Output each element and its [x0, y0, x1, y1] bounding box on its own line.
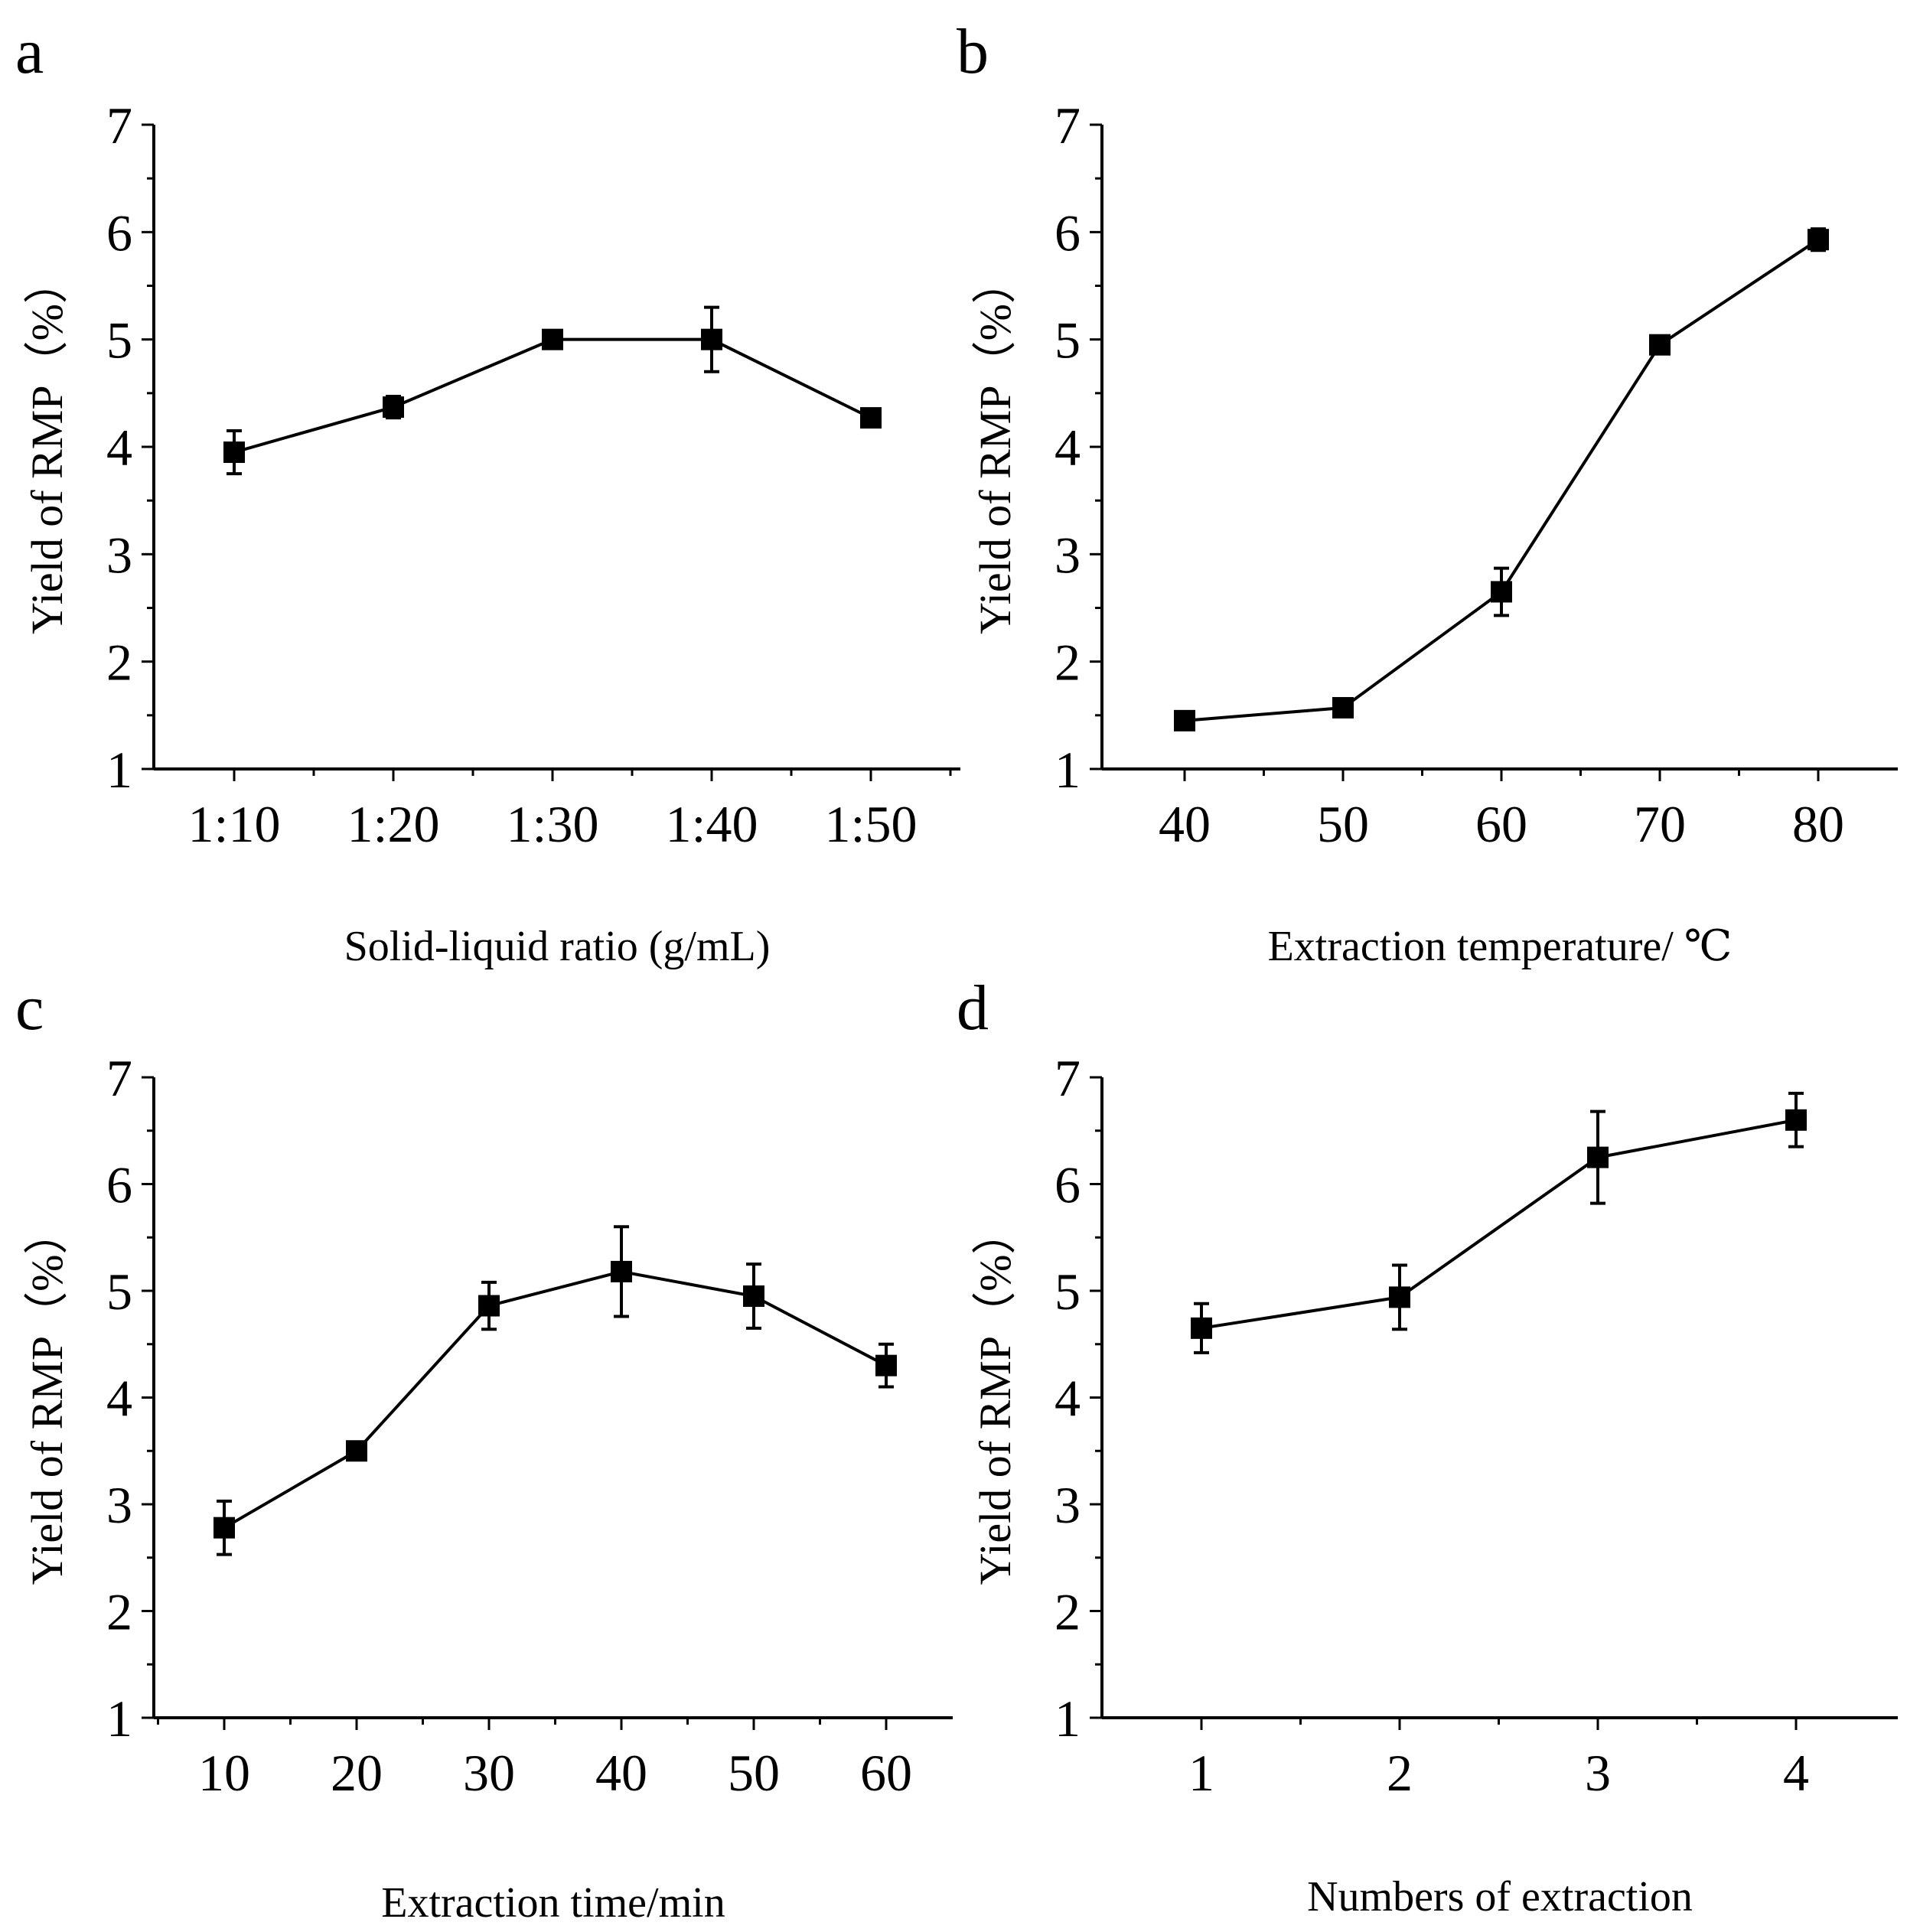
y-tick-label: 4 [106, 419, 132, 477]
data-point [478, 1295, 500, 1317]
x-tick-label: 60 [1475, 795, 1527, 853]
series-line [223, 1269, 887, 1530]
y-tick-label: 3 [106, 1476, 132, 1534]
y-tick-label: 2 [106, 1583, 132, 1641]
y-tick-label: 1 [1055, 1689, 1081, 1748]
y-tick-label: 6 [106, 204, 132, 262]
y-tick-label: 2 [1055, 1583, 1081, 1641]
x-tick-label: 40 [1159, 795, 1211, 853]
x-tick-label: 1:30 [507, 795, 599, 853]
x-tick-label: 1:50 [825, 795, 918, 853]
chart-panel-b: b 1 2 3 4 5 6 7 40 50 60 70 80 Extraction temperature… [957, 16, 1898, 970]
data-point [875, 1354, 897, 1377]
x-tick-label: 4 [1783, 1744, 1809, 1802]
data-point [1389, 1286, 1410, 1308]
y-tick-label: 5 [1055, 1262, 1081, 1321]
chart-panel-c: c 1 2 3 4 5 6 7 10 20 30 40 50 60 Extraction time/min Y… [15, 973, 953, 1927]
x-tick-label: 1:10 [188, 795, 281, 853]
x-tick-label: 40 [595, 1744, 647, 1802]
y-axis-title: Yield of RMP（%） [22, 259, 72, 634]
x-tick-label: 1 [1188, 1744, 1214, 1802]
y-tick-label: 1 [106, 741, 132, 799]
data-point [214, 1517, 235, 1539]
y-tick-label: 5 [1055, 311, 1081, 370]
y-tick-label: 6 [106, 1156, 132, 1214]
x-tick-label: 50 [728, 1744, 780, 1802]
y-tick-label: 1 [106, 1689, 132, 1748]
chart-panel-a: a 1 2 3 4 5 6 7 1:10 1:20 1:30 1:40 1:50 Solid-liquid… [15, 16, 960, 970]
y-tick-label: 4 [1055, 419, 1081, 477]
y-tick-label: 7 [106, 96, 132, 155]
y-tick-label: 2 [1055, 634, 1081, 692]
y-tick-label: 1 [1055, 741, 1081, 799]
y-tick-label: 7 [106, 1049, 132, 1107]
y-tick-label: 7 [1055, 1049, 1081, 1107]
x-tick-label: 3 [1585, 1744, 1611, 1802]
data-point [1332, 697, 1354, 719]
x-tick-label: 30 [463, 1744, 515, 1802]
x-tick-label: 20 [331, 1744, 383, 1802]
x-tick-label: 1:20 [347, 795, 440, 853]
series-line [233, 337, 872, 454]
data-point [611, 1260, 632, 1282]
x-tick-label: 50 [1317, 795, 1369, 853]
x-axis-title: Solid-liquid ratio (g/mL) [344, 923, 771, 970]
data-point [743, 1285, 764, 1307]
panel-label: d [957, 973, 989, 1044]
data-point [1649, 334, 1671, 356]
series-line [1201, 1118, 1797, 1330]
panel-label: b [957, 16, 989, 87]
x-axis-title: Numbers of extraction [1307, 1873, 1693, 1921]
y-tick-label: 2 [106, 634, 132, 692]
data-point [223, 441, 245, 464]
y-tick-label: 7 [1055, 96, 1081, 155]
data-point [383, 396, 404, 419]
x-tick-label: 2 [1387, 1744, 1413, 1802]
y-tick-label: 3 [1055, 1476, 1081, 1534]
y-axis-title: Yield of RMP（%） [970, 1210, 1020, 1585]
data-point [542, 328, 563, 350]
y-tick-label: 3 [106, 526, 132, 584]
data-point [1587, 1146, 1609, 1168]
y-tick-label: 5 [106, 311, 132, 370]
y-tick-label: 4 [1055, 1370, 1081, 1428]
x-axis-title: Extraction temperature/ ℃ [1268, 923, 1733, 970]
data-point [1785, 1109, 1807, 1131]
y-tick-label: 4 [106, 1370, 132, 1428]
data-point [1174, 709, 1195, 731]
x-tick-label: 60 [860, 1744, 912, 1802]
y-tick-label: 5 [106, 1262, 132, 1321]
x-tick-label: 80 [1792, 795, 1844, 853]
y-tick-label: 6 [1055, 204, 1081, 262]
series-line [1184, 238, 1820, 722]
panel-label: c [15, 973, 44, 1044]
panel-label: a [15, 16, 44, 87]
data-point [860, 407, 882, 429]
y-axis-title: Yield of RMP（%） [970, 259, 1020, 634]
data-point [346, 1440, 367, 1462]
data-point [701, 328, 722, 350]
x-tick-label: 70 [1634, 795, 1686, 853]
data-point [1191, 1317, 1212, 1339]
chart-panel-d: d 1 2 3 4 5 6 7 1 2 3 4 Numbers of extraction Yield o… [957, 973, 1898, 1921]
x-tick-label: 10 [198, 1744, 250, 1802]
data-point [1808, 229, 1829, 251]
x-tick-label: 1:40 [666, 795, 758, 853]
y-tick-label: 6 [1055, 1156, 1081, 1214]
y-tick-label: 3 [1055, 526, 1081, 584]
y-axis-title: Yield of RMP（%） [22, 1210, 72, 1585]
x-axis-title: Extraction time/min [381, 1879, 725, 1927]
data-point [1491, 581, 1512, 603]
